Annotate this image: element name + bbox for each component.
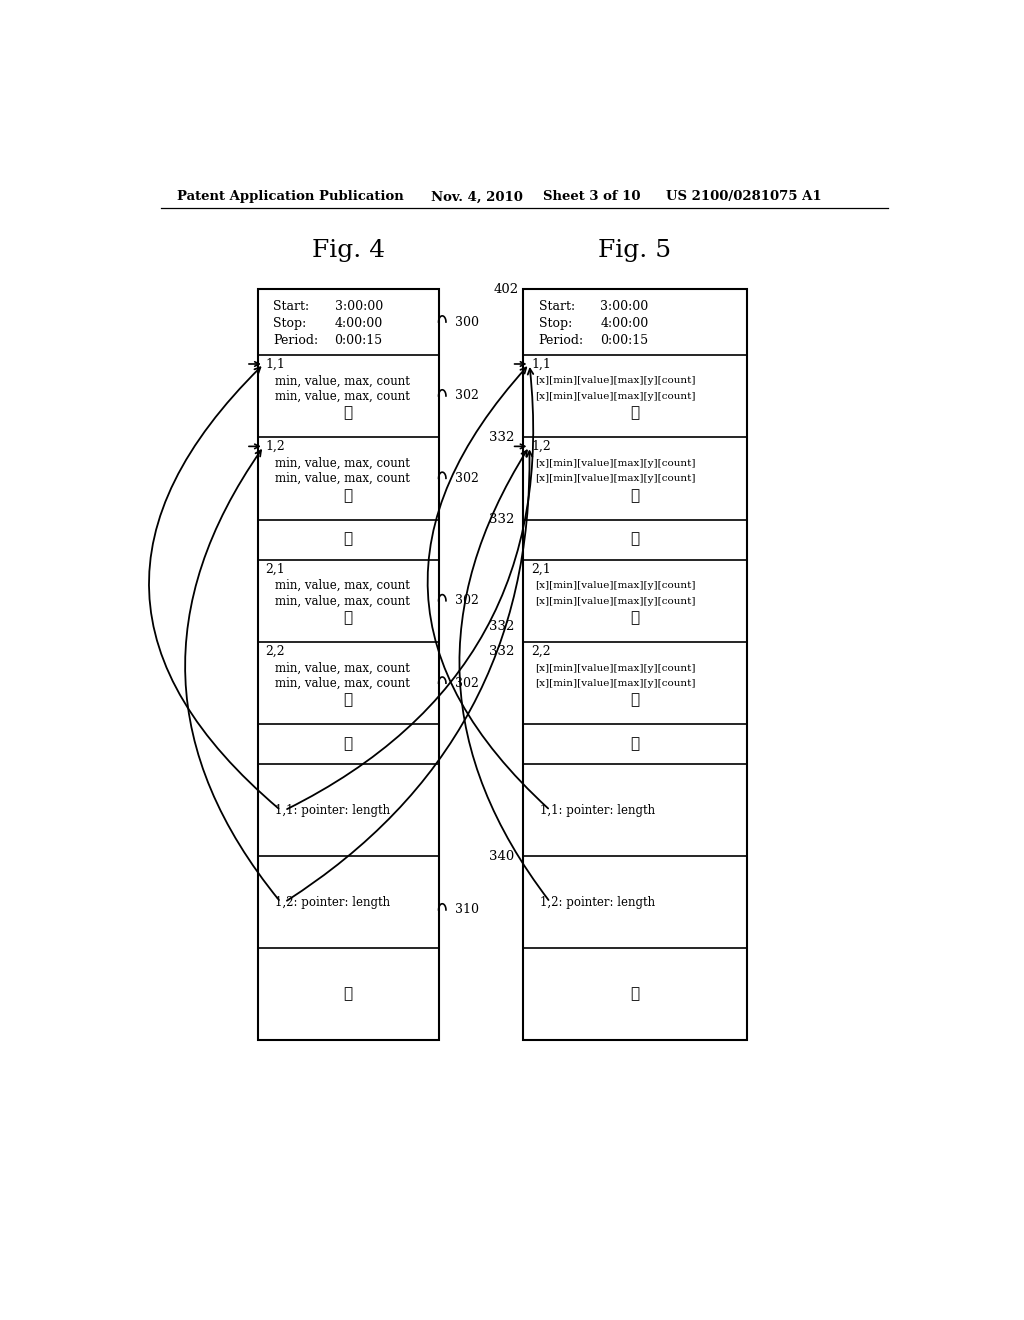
Text: 1,1: 1,1	[265, 358, 286, 371]
Text: US 2100/0281075 A1: US 2100/0281075 A1	[666, 190, 821, 203]
Text: 1,2: pointer: length: 1,2: pointer: length	[541, 896, 655, 908]
Text: Stop:: Stop:	[273, 317, 306, 330]
Text: 4:00:00: 4:00:00	[600, 317, 648, 330]
Text: 402: 402	[494, 282, 519, 296]
Text: ⋮: ⋮	[631, 738, 639, 751]
Text: 1,1: pointer: length: 1,1: pointer: length	[274, 804, 390, 817]
Text: min, value, max, count: min, value, max, count	[274, 579, 410, 593]
Text: 1,2: 1,2	[265, 440, 285, 453]
Text: [x][min][value][max][y][count]: [x][min][value][max][y][count]	[536, 474, 696, 483]
Text: ⋮: ⋮	[343, 532, 352, 546]
Text: 2,1: 2,1	[531, 562, 551, 576]
Text: 332: 332	[488, 430, 514, 444]
Text: 1,1: 1,1	[531, 358, 551, 371]
Text: ⋮: ⋮	[343, 987, 352, 1001]
Text: 3:00:00: 3:00:00	[600, 300, 648, 313]
Text: 340: 340	[488, 850, 514, 863]
Text: ⋮: ⋮	[343, 611, 352, 626]
Text: 0:00:15: 0:00:15	[600, 334, 648, 347]
Text: 3:00:00: 3:00:00	[335, 300, 383, 313]
Text: Start:: Start:	[539, 300, 574, 313]
Text: Patent Application Publication: Patent Application Publication	[177, 190, 403, 203]
Text: Nov. 4, 2010: Nov. 4, 2010	[431, 190, 522, 203]
Text: min, value, max, count: min, value, max, count	[274, 473, 410, 486]
Text: 302: 302	[456, 389, 479, 403]
Text: Sheet 3 of 10: Sheet 3 of 10	[543, 190, 640, 203]
Text: ⋮: ⋮	[343, 407, 352, 420]
Text: 302: 302	[456, 471, 479, 484]
Text: [x][min][value][max][y][count]: [x][min][value][max][y][count]	[536, 376, 696, 385]
Text: ⋮: ⋮	[631, 987, 639, 1001]
Text: Fig. 5: Fig. 5	[598, 239, 672, 263]
Text: min, value, max, count: min, value, max, count	[274, 661, 410, 675]
Text: ⋮: ⋮	[343, 738, 352, 751]
Bar	[258, 289, 438, 1040]
Text: ⋮: ⋮	[631, 611, 639, 626]
Text: [x][min][value][max][y][count]: [x][min][value][max][y][count]	[536, 664, 696, 673]
Text: min, value, max, count: min, value, max, count	[274, 457, 410, 470]
Text: 1,1: pointer: length: 1,1: pointer: length	[541, 804, 655, 817]
Text: Fig. 4: Fig. 4	[311, 239, 385, 263]
Text: 0:00:15: 0:00:15	[335, 334, 383, 347]
Text: 1,2: pointer: length: 1,2: pointer: length	[274, 896, 390, 908]
Text: ⋮: ⋮	[631, 407, 639, 420]
Text: 332: 332	[488, 644, 514, 657]
Text: 1,2: 1,2	[531, 440, 551, 453]
Text: 2,1: 2,1	[265, 562, 285, 576]
Text: [x][min][value][max][y][count]: [x][min][value][max][y][count]	[536, 392, 696, 401]
Text: [x][min][value][max][y][count]: [x][min][value][max][y][count]	[536, 678, 696, 688]
Text: min, value, max, count: min, value, max, count	[274, 677, 410, 690]
Text: 302: 302	[456, 677, 479, 689]
Text: Start:: Start:	[273, 300, 309, 313]
Text: Period:: Period:	[539, 334, 584, 347]
Bar	[523, 289, 746, 1040]
Text: 4:00:00: 4:00:00	[335, 317, 383, 330]
Text: ⋮: ⋮	[343, 488, 352, 503]
Text: 332: 332	[488, 620, 514, 634]
Text: ⋮: ⋮	[343, 693, 352, 708]
Text: [x][min][value][max][y][count]: [x][min][value][max][y][count]	[536, 581, 696, 590]
Text: 300: 300	[456, 315, 479, 329]
Text: [x][min][value][max][y][count]: [x][min][value][max][y][count]	[536, 597, 696, 606]
Text: [x][min][value][max][y][count]: [x][min][value][max][y][count]	[536, 459, 696, 467]
Text: min, value, max, count: min, value, max, count	[274, 375, 410, 388]
Text: Period:: Period:	[273, 334, 318, 347]
Text: 302: 302	[456, 594, 479, 607]
Text: 332: 332	[488, 513, 514, 527]
Text: ⋮: ⋮	[631, 693, 639, 708]
Text: min, value, max, count: min, value, max, count	[274, 594, 410, 607]
Text: ⋮: ⋮	[631, 532, 639, 546]
Text: 2,2: 2,2	[265, 644, 285, 657]
Text: ⋮: ⋮	[631, 488, 639, 503]
Text: 2,2: 2,2	[531, 644, 551, 657]
Text: Stop:: Stop:	[539, 317, 572, 330]
Text: 310: 310	[456, 903, 479, 916]
Text: min, value, max, count: min, value, max, count	[274, 389, 410, 403]
